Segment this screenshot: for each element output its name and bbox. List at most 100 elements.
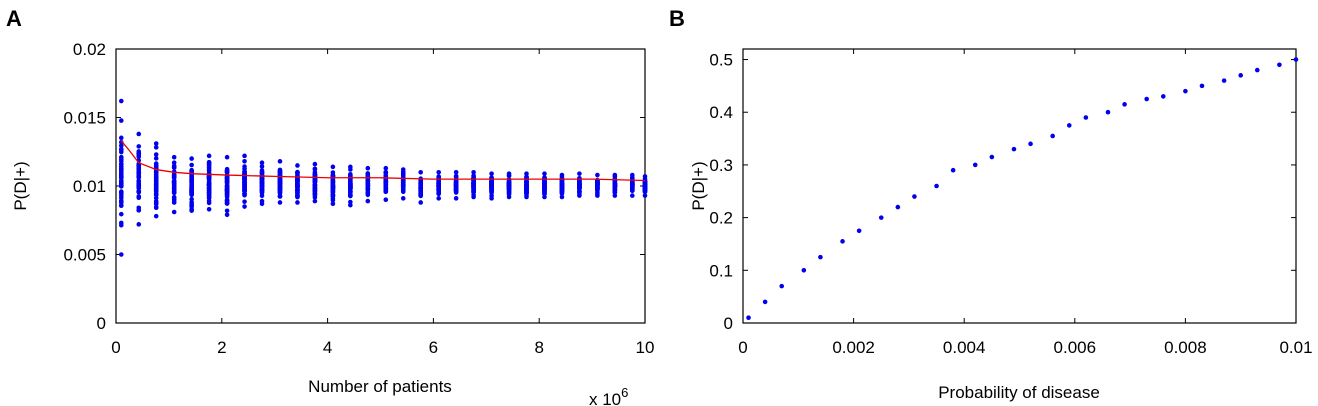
- panel-a-point: [577, 171, 582, 176]
- panel-b-point: [1277, 62, 1282, 68]
- panel-b-point: [1050, 133, 1055, 139]
- panel-a-point: [277, 178, 283, 183]
- panel-a-point: [453, 182, 459, 187]
- panel-a-point: [312, 185, 318, 190]
- panel-a-point: [224, 212, 230, 218]
- panel-a-point: [453, 188, 459, 194]
- panel-a-point: [436, 180, 441, 186]
- panel-a-point: [277, 200, 283, 205]
- panel-a-point: [206, 166, 212, 172]
- panel-a-point: [365, 171, 371, 176]
- panel-a-point: [224, 189, 230, 194]
- panel-a-point: [436, 189, 441, 195]
- panel-a-point: [436, 196, 441, 201]
- panel-b-x-tick-labels: 0 0.002 0.004 0.006 0.008 0.01: [738, 338, 1312, 357]
- panel-a-point: [189, 190, 194, 195]
- panel-b-point: [1028, 141, 1033, 147]
- panel-a-point: [171, 180, 177, 185]
- panel-a-point: [630, 193, 635, 198]
- panel-b-point: [1144, 96, 1149, 102]
- panel-a-point: [348, 188, 353, 194]
- panel-a-x-tick-label: 8: [534, 338, 543, 357]
- panel-a-point: [171, 160, 177, 165]
- panel-a-point: [242, 184, 247, 190]
- panel-a-point: [471, 170, 476, 175]
- panel-a-point: [277, 194, 283, 199]
- panel-a-point: [295, 200, 300, 205]
- panel-a-point: [418, 200, 424, 205]
- panel-a-x-multiplier-base: x 10: [589, 390, 621, 406]
- panel-a-point: [242, 204, 247, 209]
- panel-a-point: [383, 184, 389, 190]
- panel-a-point: [418, 170, 424, 175]
- panel-a-point: [206, 195, 212, 201]
- panel-b-point: [878, 215, 884, 220]
- panel-a-point: [277, 181, 283, 187]
- panel-a-point: [277, 169, 283, 175]
- panel-a-point: [559, 194, 565, 200]
- panel-a-point: [612, 188, 618, 193]
- panel-b-point: [840, 239, 845, 244]
- panel-a-point: [118, 252, 124, 257]
- panel-a-point: [312, 161, 318, 167]
- panel-b-point: [1083, 115, 1089, 120]
- panel-a-point: [189, 156, 194, 161]
- panel-a-point: [171, 190, 177, 196]
- panel-a-point: [418, 190, 424, 196]
- panel-a-point: [642, 193, 648, 198]
- panel-a-point: [136, 195, 142, 201]
- panel-b-x-tick-label: 0.002: [832, 338, 875, 357]
- panel-a-point: [506, 188, 512, 194]
- panel-a-x-tick-label: 6: [429, 338, 438, 357]
- panel-a-point: [224, 200, 230, 206]
- panel-a-point: [506, 173, 512, 179]
- panel-a-point: [559, 180, 565, 186]
- panel-a-point: [136, 163, 142, 168]
- panel-b-point: [762, 299, 768, 305]
- panel-a-point: [383, 170, 389, 175]
- panel-a-point: [383, 197, 389, 202]
- panel-a-point: [224, 179, 230, 184]
- panel-b-ticks: [742, 49, 1297, 324]
- panel-a-point: [136, 207, 142, 213]
- panel-a-point: [400, 196, 406, 201]
- panel-b-point: [818, 254, 823, 260]
- panel-a-x-tick-label: 2: [217, 338, 226, 357]
- panel-a-point: [118, 195, 124, 201]
- panel-a-point: [542, 191, 547, 197]
- panel-a-point: [630, 182, 635, 188]
- panel-a-point: [206, 200, 212, 206]
- panel-a-point: [365, 187, 371, 193]
- panel-b-point: [746, 315, 751, 321]
- panel-a-point: [365, 182, 371, 188]
- panel-a-x-multiplier-exponent: 6: [621, 385, 628, 400]
- panel-a-point: [118, 211, 124, 217]
- panel-a-point: [559, 176, 565, 181]
- panel-a-point: [330, 164, 336, 170]
- panel-b-point: [1122, 102, 1127, 107]
- panel-a-point: [206, 181, 212, 187]
- panel-b-x-tick-label: 0.006: [1054, 338, 1097, 357]
- panel-a-point: [242, 164, 247, 169]
- panel-b-point: [1254, 67, 1260, 73]
- panel-a-point: [348, 167, 353, 172]
- panel-a-point: [118, 135, 124, 141]
- panel-a-point: [118, 200, 124, 205]
- panel-a-point: [577, 175, 582, 181]
- panel-b-y-tick-label: 0.3: [709, 156, 733, 175]
- panel-b-point: [895, 204, 901, 210]
- panel-a-point: [330, 178, 336, 184]
- panel-a-point: [136, 171, 142, 177]
- panel-a-point: [418, 179, 424, 185]
- panel-b-y-tick-label: 0.5: [709, 51, 733, 70]
- panel-a-point: [136, 152, 142, 158]
- panel-b-y-tick-label: 0.2: [709, 209, 733, 228]
- panel-b-point: [1238, 73, 1243, 78]
- panel-a-point: [118, 175, 124, 180]
- panel-a-point: [259, 180, 265, 185]
- panel-a-point: [189, 162, 194, 168]
- panel-a-point: [224, 169, 230, 175]
- panel-a-point: [206, 186, 212, 191]
- panel-b-point: [1293, 57, 1299, 62]
- panel-a-point: [153, 152, 159, 157]
